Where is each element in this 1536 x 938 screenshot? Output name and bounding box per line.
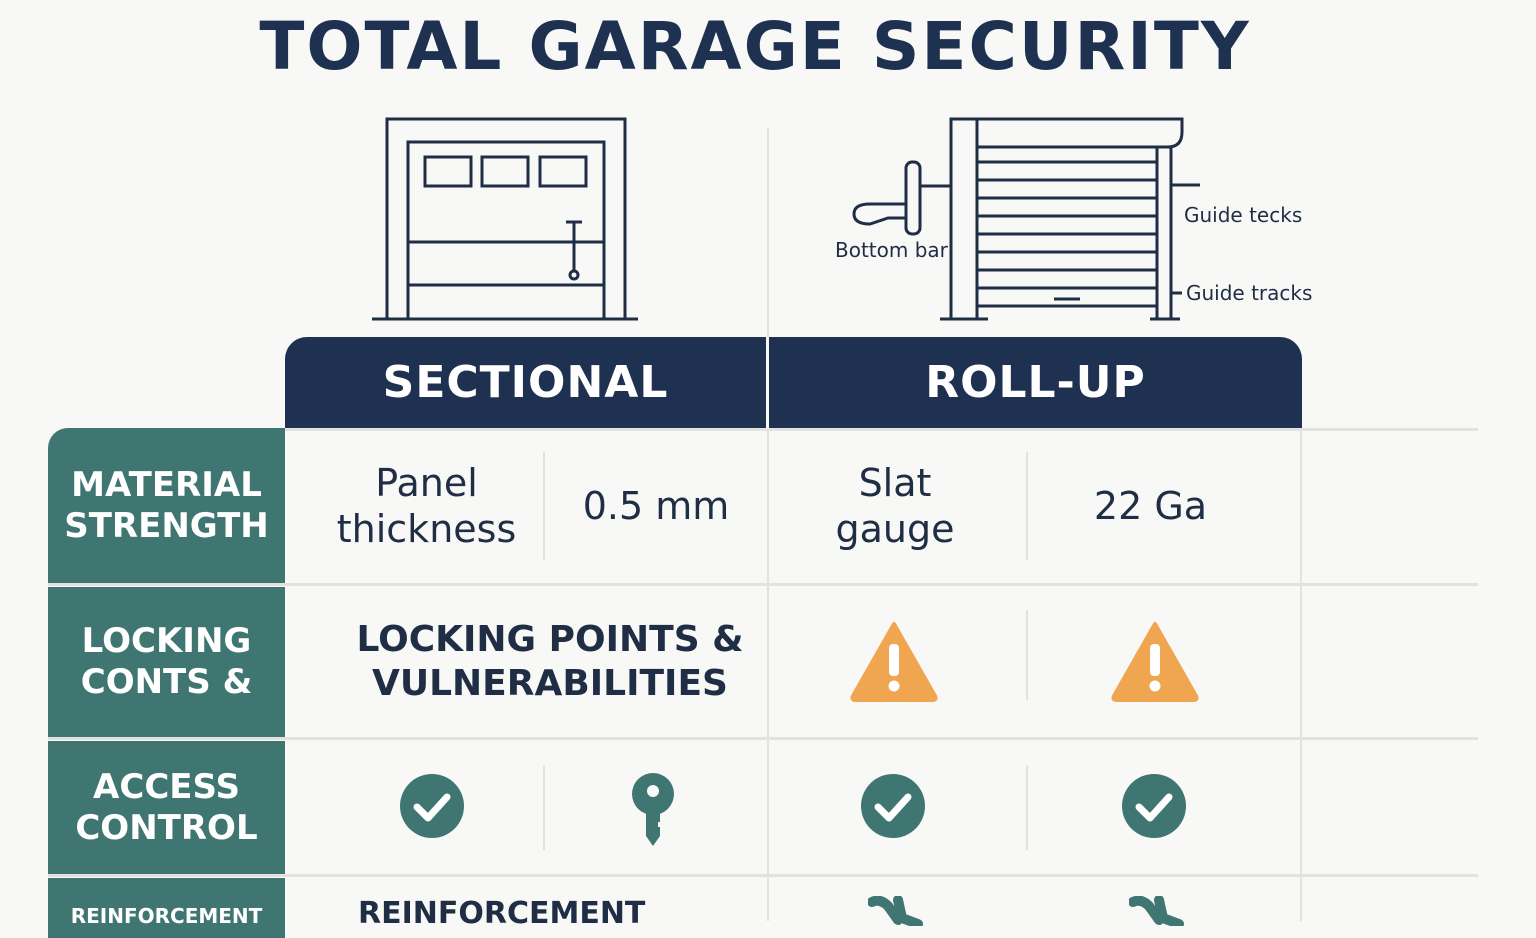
warning-icon <box>1111 622 1199 702</box>
row-label-locking: LOCKING CONTS & <box>48 587 285 737</box>
check-icon <box>861 774 925 838</box>
guide-tecks-label: Guide tecks <box>1184 203 1303 227</box>
check-icon <box>400 774 464 838</box>
warning-icon <box>850 622 938 702</box>
key-icon <box>632 773 674 846</box>
rollup-door-illustration <box>852 117 1200 321</box>
panel-thickness-value: 0.5 mm <box>582 483 730 528</box>
locking-points-text: LOCKING POINTS & VULNERABILITIES <box>356 619 744 704</box>
row-label-reinforcement: REINFORCEMENT <box>48 878 285 938</box>
row-label-access-control: ACCESS CONTROL <box>48 741 285 874</box>
slat-gauge-label: Slat gauge <box>835 460 955 551</box>
panel-thickness-label: Panel thickness <box>336 460 517 551</box>
sectional-door-illustration <box>372 117 638 321</box>
page-title: TOTAL GARAGE SECURITY <box>259 8 1251 85</box>
wrench-icon <box>1129 896 1184 926</box>
slat-gauge-value: 22 Ga <box>1093 483 1208 528</box>
wrench-icon <box>868 896 923 926</box>
check-icon <box>1122 774 1186 838</box>
guide-tracks-label: Guide tracks <box>1186 281 1313 305</box>
row-label-material-strength: MATERIAL STRENGTH <box>48 428 285 583</box>
bottom-bar-label: Bottom bar <box>835 238 948 262</box>
column-header-sectional: SECTIONAL <box>285 337 766 428</box>
reinforcement-text: REINFORCEMENT <box>358 896 646 931</box>
column-header-rollup: ROLL-UP <box>769 337 1302 428</box>
